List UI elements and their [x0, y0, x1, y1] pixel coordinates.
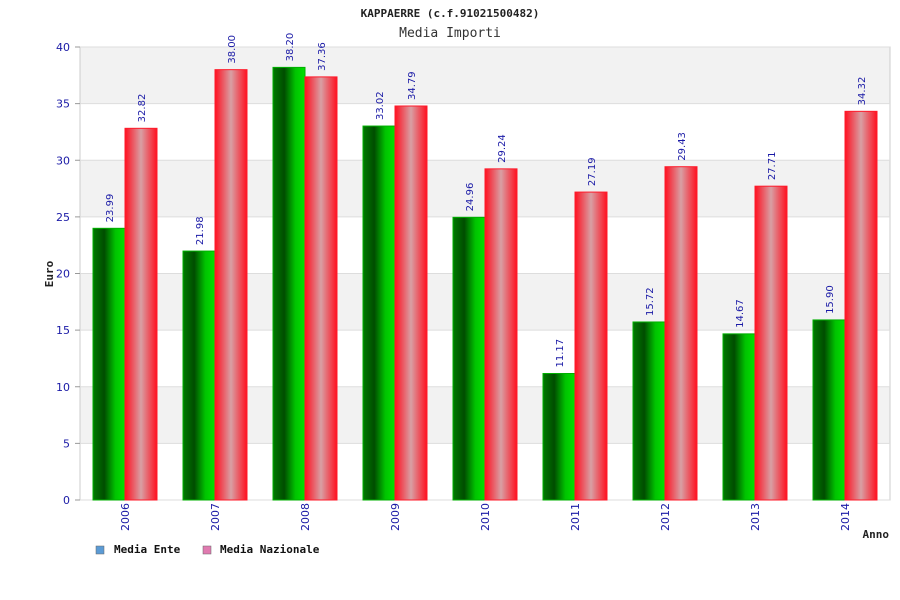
- x-axis-ticks: 2006 2007 2008 2009 2010 2011 2012 2013 2014: [119, 503, 852, 531]
- y-axis-label: Euro: [43, 260, 56, 287]
- y-tick-label: 30: [56, 154, 70, 167]
- y-tick-label: 35: [56, 98, 70, 111]
- y-tick-label: 25: [56, 211, 70, 224]
- legend-label-media-ente: Media Ente: [114, 543, 181, 556]
- bar-media-nazionale: [754, 185, 788, 501]
- bar-media-ente: [542, 372, 576, 501]
- bar-media-ente: [452, 216, 486, 501]
- x-tick-label: 2014: [839, 503, 852, 531]
- grid-band: [80, 47, 890, 104]
- data-label: 37.36: [317, 42, 328, 71]
- y-tick-label: 40: [56, 41, 70, 54]
- legend: Media Ente Media Nazionale: [95, 543, 320, 556]
- data-labels: 23.99 32.82 21.98 38.00 38.20 37.36 33.02 34.79…: [105, 33, 868, 368]
- x-tick-label: 2008: [299, 503, 312, 531]
- bars: [92, 66, 878, 501]
- x-tick-label: 2009: [389, 503, 402, 531]
- bar-media-nazionale: [484, 168, 518, 501]
- x-tick-label: 2012: [659, 503, 672, 531]
- bar-media-nazionale: [574, 191, 608, 501]
- y-tick-label: 10: [56, 381, 70, 394]
- x-tick-label: 2013: [749, 503, 762, 531]
- bar-media-ente: [272, 66, 306, 501]
- data-label: 29.24: [497, 134, 508, 163]
- legend-swatch-media-nazionale: [202, 545, 212, 555]
- data-label: 15.90: [825, 285, 836, 314]
- y-tick-label: 5: [63, 437, 70, 450]
- data-label: 15.72: [645, 287, 656, 316]
- data-label: 27.71: [767, 152, 778, 181]
- data-label: 34.79: [407, 71, 418, 100]
- x-tick-label: 2007: [209, 503, 222, 531]
- bar-media-nazionale: [214, 69, 248, 501]
- bar-media-ente: [632, 321, 666, 501]
- data-label: 21.98: [195, 216, 206, 245]
- bar-media-ente: [92, 227, 126, 501]
- data-label: 38.00: [227, 35, 238, 64]
- y-tick-label: 20: [56, 268, 70, 281]
- chart-title: KAPPAERRE (c.f.91021500482): [361, 7, 540, 20]
- data-label: 11.17: [555, 339, 566, 368]
- y-axis-ticks: 0 5 10 15 20 25 30 35 40: [56, 41, 80, 507]
- data-label: 14.67: [735, 299, 746, 328]
- data-label: 29.43: [677, 132, 688, 161]
- x-axis-label: Anno: [863, 528, 890, 541]
- chart-subtitle: Media Importi: [399, 26, 501, 41]
- legend-label-media-nazionale: Media Nazionale: [220, 543, 320, 556]
- bar-media-nazionale: [304, 76, 338, 501]
- bar-media-nazionale: [394, 105, 428, 501]
- x-tick-label: 2010: [479, 503, 492, 531]
- data-label: 23.99: [105, 194, 116, 223]
- y-tick-label: 0: [63, 494, 70, 507]
- legend-swatch-media-ente: [95, 545, 105, 555]
- bar-media-ente: [722, 333, 756, 501]
- data-label: 32.82: [137, 94, 148, 123]
- bar-media-ente: [362, 125, 396, 501]
- data-label: 27.19: [587, 157, 598, 186]
- bar-media-nazionale: [664, 166, 698, 501]
- data-label: 24.96: [465, 183, 476, 212]
- data-label: 38.20: [285, 33, 296, 62]
- bar-media-ente: [182, 250, 216, 501]
- x-tick-label: 2006: [119, 503, 132, 531]
- data-label: 33.02: [375, 91, 386, 120]
- x-tick-label: 2011: [569, 503, 582, 531]
- bar-media-nazionale: [124, 127, 158, 501]
- bar-media-nazionale: [844, 110, 878, 501]
- y-tick-label: 15: [56, 324, 70, 337]
- bar-media-ente: [812, 319, 846, 501]
- data-label: 34.32: [857, 77, 868, 106]
